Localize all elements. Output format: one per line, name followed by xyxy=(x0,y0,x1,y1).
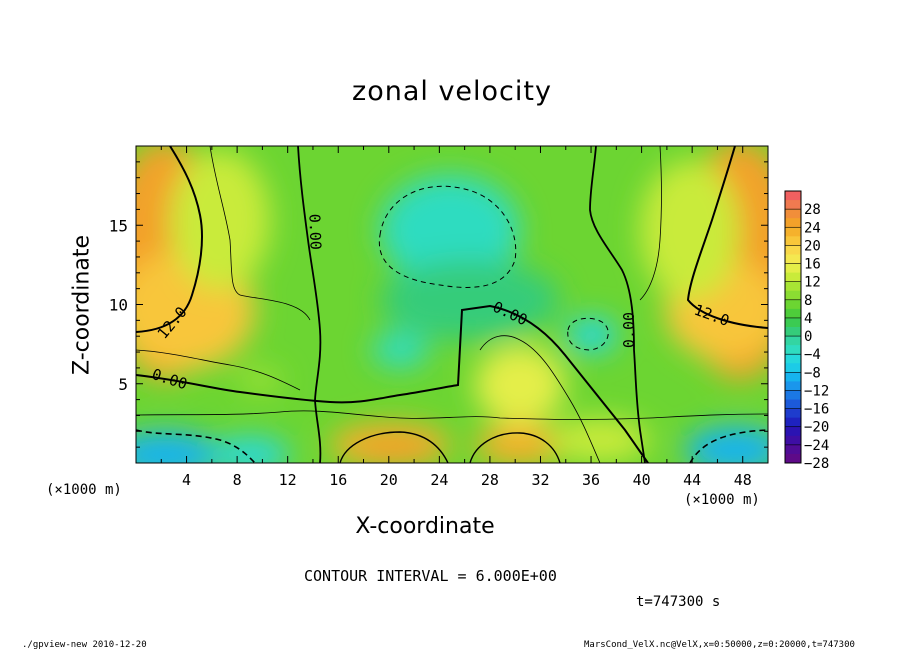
colorbar-segment xyxy=(785,336,801,346)
colorbar-label: −4 xyxy=(804,347,821,363)
x-axis-label: X-coordinate xyxy=(355,514,495,539)
contour-zero-right-vertical xyxy=(589,146,646,463)
colorbar-segment xyxy=(785,327,801,337)
x-tick-label: 40 xyxy=(633,471,651,489)
colorbar-label: 4 xyxy=(804,311,812,327)
contour-neg6-center xyxy=(378,185,517,288)
footer-right: MarsCond_VelX.nc@VelX,x=0:50000,z=0:2000… xyxy=(584,640,855,650)
colorbar-segment xyxy=(785,390,801,401)
x-tick-label: 16 xyxy=(329,471,347,489)
contour-twelve-left xyxy=(136,146,203,333)
y-tick-label: 5 xyxy=(118,375,128,394)
y-tick-label: 10 xyxy=(109,296,128,315)
colorbar-segment xyxy=(785,209,801,219)
x-tick-label: 48 xyxy=(734,471,752,489)
colorbar-segment xyxy=(785,435,801,446)
colorbar-segment xyxy=(785,381,801,391)
colorbar-segment xyxy=(785,417,801,428)
colorbar-segment xyxy=(785,363,801,373)
x-unit-right: (×1000 m) xyxy=(684,492,760,508)
colorbar-segment xyxy=(785,191,801,201)
field-fill xyxy=(136,146,768,463)
x-tick-label: 32 xyxy=(531,471,549,489)
contour-thin-2 xyxy=(209,146,311,321)
colorbar-segment xyxy=(785,399,801,410)
colorbar-label: −20 xyxy=(804,420,829,436)
colorbar-segment xyxy=(785,263,801,274)
x-tick-label: 8 xyxy=(233,471,242,489)
colorbar-segment xyxy=(785,372,801,382)
colorbar-segment xyxy=(785,317,801,328)
y-axis-label: Z-coordinate xyxy=(69,235,95,375)
colorbar-segment xyxy=(785,426,801,437)
contour-label: 0.00 xyxy=(305,213,324,250)
colorbar-label: 8 xyxy=(804,293,812,309)
contour-zero-lower xyxy=(136,304,649,463)
colorbar-segment xyxy=(785,254,801,265)
y-axis: 5 10 15 xyxy=(109,145,768,464)
colorbar: 28 24 20 16 12 8 4 0 −4 −8 −12 −16 −20 −24 −28 xyxy=(784,190,829,472)
contour-thin-1 xyxy=(136,349,301,391)
colorbar-label: 20 xyxy=(804,238,821,254)
colorbar-segment xyxy=(785,290,801,301)
colorbar-segment xyxy=(785,444,801,455)
contour-neg6-bottom-left xyxy=(136,429,256,463)
x-tick-label: 4 xyxy=(182,471,191,489)
colorbar-segment xyxy=(785,281,801,292)
x-tick-label: 24 xyxy=(430,471,448,489)
colorbar-label: −8 xyxy=(804,365,821,381)
colorbar-segment xyxy=(785,453,801,464)
colorbar-label: 16 xyxy=(804,257,821,273)
x-tick-label: 12 xyxy=(279,471,297,489)
colorbar-label: 0 xyxy=(804,329,812,345)
colorbar-label: −24 xyxy=(804,438,829,454)
colorbar-segment xyxy=(785,345,801,355)
contour-neg6-small xyxy=(567,317,609,351)
contour-thin-4 xyxy=(136,410,768,420)
contour-thin-5 xyxy=(479,335,601,463)
contour-neg6-bottom-right xyxy=(689,429,768,463)
colorbar-segment xyxy=(785,354,801,364)
x-tick-label: 20 xyxy=(380,471,398,489)
contour-lines xyxy=(136,146,768,463)
contour-interval-text: CONTOUR INTERVAL = 6.000E+00 xyxy=(304,567,557,585)
colorbar-segment xyxy=(785,245,801,255)
colorbar-segment xyxy=(785,200,801,210)
colorbar-segment xyxy=(785,218,801,228)
colorbar-segment xyxy=(785,308,801,319)
colorbar-segment xyxy=(785,299,801,310)
colorbar-label: 28 xyxy=(804,202,821,218)
x-tick-label: 36 xyxy=(582,471,600,489)
colorbar-segment xyxy=(785,236,801,246)
colorbar-label: −12 xyxy=(804,383,829,399)
contour-twelve-right xyxy=(686,146,768,329)
colorbar-label: −16 xyxy=(804,402,829,418)
contour-label: 0.00 xyxy=(620,312,638,348)
colorbar-segment xyxy=(785,227,801,237)
colorbar-segment xyxy=(785,272,801,283)
x-tick-label: 28 xyxy=(481,471,499,489)
x-tick-label: 44 xyxy=(683,471,701,489)
colorbar-label: 24 xyxy=(804,220,821,236)
colorbar-label: 12 xyxy=(804,275,821,291)
contour-pos6-bottom-warm2 xyxy=(469,432,561,463)
colorbar-segment xyxy=(785,408,801,419)
contour-pos6-bottom-warm xyxy=(339,431,449,463)
time-label: t=747300 s xyxy=(636,594,721,610)
footer-left: ./gpview-new 2010-12-20 xyxy=(22,640,147,650)
y-tick-label: 15 xyxy=(109,216,128,235)
x-axis: 4 8 12 16 20 24 28 32 36 40 44 48 xyxy=(135,146,769,489)
contour-thin-3 xyxy=(639,146,662,301)
chart-title: zonal velocity xyxy=(352,76,552,107)
x-unit-left: (×1000 m) xyxy=(46,482,122,498)
colorbar-label: −28 xyxy=(804,456,829,472)
